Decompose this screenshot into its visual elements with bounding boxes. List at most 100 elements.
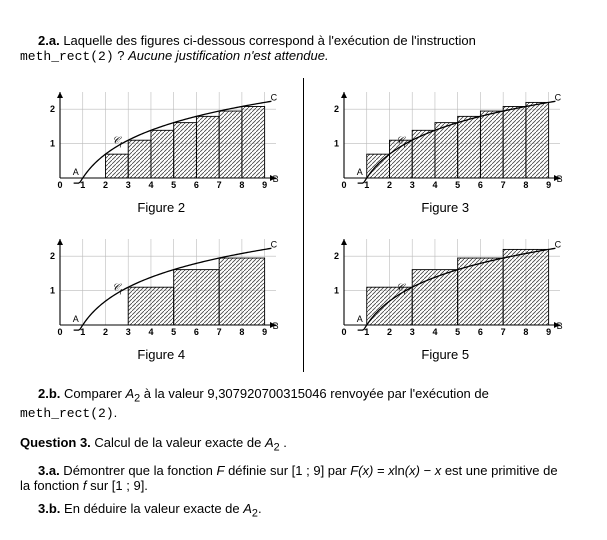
- q2b-t2: à la valeur 9,307920700315046 renvoyée p…: [140, 386, 489, 401]
- fig3-caption: Figure 3: [314, 200, 578, 215]
- svg-text:8: 8: [240, 180, 245, 190]
- svg-text:3: 3: [410, 180, 415, 190]
- svg-text:5: 5: [171, 327, 176, 337]
- svg-text:3: 3: [410, 327, 415, 337]
- chart-fig5: 012345678912𝒞fABC: [320, 231, 570, 341]
- svg-text:2: 2: [50, 104, 55, 114]
- svg-text:C: C: [271, 92, 278, 102]
- chart-fig2: 012345678912𝒞fABC: [36, 84, 286, 194]
- q2b-paragraph: 2.b. Comparer A2 à la valeur 9,307920700…: [20, 386, 587, 421]
- svg-text:9: 9: [262, 180, 267, 190]
- svg-text:3: 3: [126, 180, 131, 190]
- fig4-caption: Figure 4: [30, 347, 293, 362]
- q3a-paragraph: 3.a. Démontrer que la fonction F définie…: [20, 463, 587, 493]
- svg-text:B: B: [557, 174, 563, 184]
- svg-text:1: 1: [80, 327, 85, 337]
- svg-text:1: 1: [334, 286, 339, 296]
- q2b-t1: Comparer: [64, 386, 125, 401]
- svg-text:7: 7: [501, 180, 506, 190]
- svg-text:C: C: [555, 239, 562, 249]
- figure-grid: 012345678912𝒞fABC Figure 2 012345678912𝒞…: [20, 78, 587, 372]
- q3b-prefix: 3.b.: [38, 501, 60, 516]
- q3b-t1: En déduire la valeur exacte de: [60, 501, 243, 516]
- svg-text:4: 4: [433, 327, 438, 337]
- svg-text:C: C: [271, 239, 278, 249]
- svg-text:2: 2: [334, 104, 339, 114]
- svg-text:1: 1: [50, 286, 55, 296]
- svg-text:7: 7: [501, 327, 506, 337]
- fig2-caption: Figure 2: [30, 200, 293, 215]
- svg-text:8: 8: [524, 327, 529, 337]
- q2a-text-1: Laquelle des figures ci-dessous correspo…: [63, 33, 476, 48]
- q3a-t3: est une primitive de: [441, 463, 557, 478]
- svg-text:1: 1: [50, 139, 55, 149]
- svg-text:0: 0: [342, 327, 347, 337]
- svg-text:5: 5: [171, 180, 176, 190]
- svg-text:B: B: [557, 321, 563, 331]
- q2b-code: meth_rect(2): [20, 406, 114, 421]
- q3a-ln: ln: [395, 463, 405, 478]
- svg-text:1: 1: [80, 180, 85, 190]
- q2b-prefix: 2.b.: [38, 386, 60, 401]
- svg-text:9: 9: [546, 180, 551, 190]
- cell-fig4: 012345678912𝒞fABC Figure 4: [20, 225, 304, 372]
- svg-text:9: 9: [262, 327, 267, 337]
- svg-text:2: 2: [103, 180, 108, 190]
- q3-heading: Question 3. Calcul de la valeur exacte d…: [20, 435, 587, 454]
- fig4-svg-slot: 012345678912𝒞fABC: [30, 231, 293, 341]
- q3a-t2: définie sur [1 ; 9] par: [224, 463, 350, 478]
- q3a-prefix: 3.a.: [38, 463, 60, 478]
- svg-text:2: 2: [387, 180, 392, 190]
- fig3-svg-slot: 012345678912𝒞fABC: [314, 84, 578, 194]
- svg-text:2: 2: [334, 251, 339, 261]
- cell-fig2: 012345678912𝒞fABC Figure 2: [20, 78, 304, 225]
- svg-text:B: B: [273, 321, 279, 331]
- svg-text:1: 1: [364, 327, 369, 337]
- svg-text:0: 0: [58, 180, 63, 190]
- q3a-eqlhs: F(x) = x: [350, 463, 394, 478]
- q3-A: A: [265, 435, 274, 450]
- svg-text:9: 9: [546, 327, 551, 337]
- q2a-qmark: ?: [114, 48, 128, 63]
- svg-text:1: 1: [334, 139, 339, 149]
- svg-text:0: 0: [58, 327, 63, 337]
- svg-text:6: 6: [194, 180, 199, 190]
- q3b-period: .: [258, 501, 262, 516]
- svg-text:5: 5: [455, 180, 460, 190]
- q3a-t1: Démontrer que la fonction: [60, 463, 217, 478]
- q3a-t5: sur [1 ; 9].: [87, 478, 148, 493]
- chart-fig3: 012345678912𝒞fABC: [320, 84, 570, 194]
- svg-text:8: 8: [240, 327, 245, 337]
- q3-bold: Question 3.: [20, 435, 91, 450]
- svg-text:4: 4: [149, 180, 154, 190]
- svg-text:7: 7: [217, 327, 222, 337]
- svg-text:6: 6: [478, 180, 483, 190]
- q3-rest: Calcul de la valeur exacte de: [91, 435, 265, 450]
- svg-text:1: 1: [364, 180, 369, 190]
- svg-text:A: A: [73, 314, 79, 324]
- svg-text:2: 2: [103, 327, 108, 337]
- q3b-paragraph: 3.b. En déduire la valeur exacte de A2.: [20, 501, 587, 520]
- svg-text:8: 8: [524, 180, 529, 190]
- svg-text:7: 7: [217, 180, 222, 190]
- svg-text:4: 4: [149, 327, 154, 337]
- q2a-prefix: 2.a.: [38, 33, 60, 48]
- svg-text:A: A: [357, 167, 363, 177]
- svg-text:6: 6: [478, 327, 483, 337]
- fig5-caption: Figure 5: [314, 347, 578, 362]
- q2b-A: A: [125, 386, 134, 401]
- q3a-eqrhs: (x) − x: [405, 463, 441, 478]
- q3b-A: A: [243, 501, 252, 516]
- cell-fig3: 012345678912𝒞fABC Figure 3: [304, 78, 588, 225]
- svg-text:A: A: [73, 167, 79, 177]
- q2b-period: .: [114, 405, 118, 420]
- svg-text:2: 2: [50, 251, 55, 261]
- fig5-svg-slot: 012345678912𝒞fABC: [314, 231, 578, 341]
- q3-period: .: [280, 435, 287, 450]
- svg-text:0: 0: [342, 180, 347, 190]
- fig2-svg-slot: 012345678912𝒞fABC: [30, 84, 293, 194]
- svg-text:5: 5: [455, 327, 460, 337]
- svg-text:2: 2: [387, 327, 392, 337]
- q2a-nojust: Aucune justification n'est attendue.: [128, 48, 329, 63]
- q3a-t4: la fonction: [20, 478, 83, 493]
